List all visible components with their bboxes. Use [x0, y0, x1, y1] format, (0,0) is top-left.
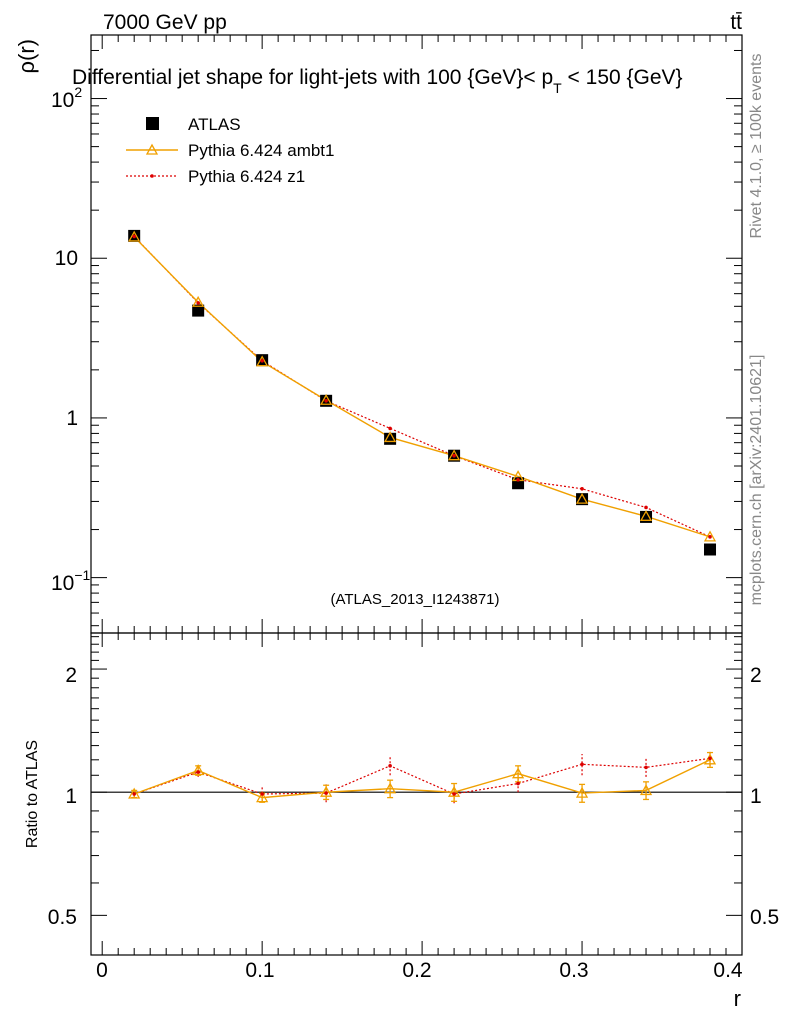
main-y-tick-labels: 102 1 10−1 10 — [51, 84, 91, 595]
y-tick-label-0.1-exp: −1 — [74, 567, 90, 583]
ambt1-ratio-point-0.18 — [384, 782, 397, 794]
ambt1-point-0.06 — [192, 295, 205, 307]
energy-label: 7000 GeV pp — [103, 11, 227, 34]
ratio-y-tick-label-1: 1 — [65, 785, 77, 808]
ratio-y-tick-label-1-right: 1 — [750, 785, 762, 808]
ratio-plot-frame — [90, 632, 743, 956]
z1-point-0.34 — [644, 505, 648, 510]
ratio-y-tick-label-0.5-right: 0.5 — [750, 906, 779, 929]
x-tick-label-0.4: 0.4 — [713, 959, 743, 982]
atlas-point-0.06 — [192, 304, 205, 317]
z1-point-0.18 — [388, 426, 392, 431]
z1-point-0.14 — [324, 399, 328, 403]
legend-ambt1-label: Pythia 6.424 ambt1 — [188, 141, 334, 160]
ambt1-series-line — [133, 236, 711, 538]
y-tick-label-0.1-base: 10 — [51, 572, 74, 595]
ambt1-ratio-point-0.30 — [575, 786, 589, 798]
ambt1-ratio-point-0.14 — [320, 785, 333, 797]
z1-point-0.30 — [580, 486, 584, 491]
title-main-part: Differential jet shape for light-jets wi… — [72, 66, 553, 89]
legend: ATLAS Pythia 6.424 ambt1 Pythia 6.424 z1 — [126, 115, 334, 186]
rivet-version-label: Rivet 4.1.0, ≥ 100k events — [748, 54, 765, 239]
ambt1-ratio-point-0.22 — [447, 785, 461, 797]
ambt1-point-0.10 — [256, 355, 269, 367]
z1-ratio-point-0.14 — [324, 791, 328, 795]
main-axis-ticks — [91, 35, 743, 633]
atlas-point-0.30 — [576, 493, 589, 506]
x-tick-label-0.3: 0.3 — [559, 959, 588, 982]
main-plot-title: Differential jet shape for light-jets wi… — [72, 66, 683, 96]
ambt1-ratio-point-0.26 — [511, 767, 525, 779]
z1-point-0.06 — [196, 301, 200, 305]
x-tick-label-0: 0 — [96, 959, 108, 982]
ambt1-ratio-point-0.02 — [128, 787, 141, 799]
atlas-point-0.38 — [704, 543, 717, 556]
main-y-axis-label: ρ(r) — [14, 39, 39, 74]
ratio-y-axis-label: Ratio to ATLAS — [24, 740, 41, 848]
x-tick-label-0.2: 0.2 — [402, 959, 431, 982]
analysis-watermark: (ATLAS_2013_I1243871) — [330, 591, 499, 608]
z1-ratio-point-0.06 — [196, 770, 200, 774]
ambt1-point-0.30 — [575, 492, 589, 504]
z1-point-0.10 — [260, 358, 264, 363]
z1-ratio-point-0.10 — [260, 792, 264, 796]
ambt1-point-0.22 — [447, 449, 461, 461]
title-end-part: < 150 {GeV} — [562, 66, 683, 89]
z1-ratio-point-0.02 — [132, 792, 136, 796]
z1-ratio-point-0.38 — [708, 756, 712, 761]
z1-ratio-point-0.26 — [516, 781, 520, 786]
ambt1-ratio-point-0.34 — [639, 784, 653, 796]
z1-ratio-point-0.30 — [580, 762, 584, 767]
z1-point-0.22 — [452, 453, 456, 458]
y-tick-label-100-exp: 2 — [74, 84, 82, 100]
x-axis-label: r — [734, 986, 741, 1011]
z1-point-0.02 — [132, 234, 136, 239]
ambt1-point-0.34 — [639, 509, 653, 521]
ambt1-ratio-point-0.38 — [703, 753, 717, 765]
legend-z1-marker — [150, 174, 154, 178]
mcplots-label: mcplots.cern.ch [arXiv:2401.10621] — [748, 355, 765, 606]
y-tick-label-0.1: 10−1 — [51, 567, 91, 595]
legend-z1-label: Pythia 6.424 z1 — [188, 167, 305, 186]
x-tick-labels: 0 0.1 0.2 0.3 0.4 — [96, 959, 743, 982]
atlas-point-0.34 — [640, 510, 653, 523]
ambt1-point-0.02 — [128, 230, 141, 242]
y-tick-label-100-base: 10 — [51, 89, 74, 112]
ratio-y-tick-label-0.5: 0.5 — [48, 906, 77, 929]
ambt1-ratio-line — [133, 759, 711, 799]
z1-point-0.38 — [708, 535, 712, 539]
z1-ratio-line — [133, 757, 711, 795]
y-tick-label-100: 102 — [51, 84, 82, 112]
legend-ambt1-marker — [145, 143, 159, 155]
ambt1-point-0.38 — [703, 530, 717, 542]
y-tick-label-1: 1 — [66, 407, 78, 430]
legend-atlas-label: ATLAS — [188, 115, 241, 134]
z1-ratio-point-0.34 — [644, 765, 648, 770]
main-plot-data — [128, 229, 717, 556]
y-tick-label-10: 10 — [55, 247, 78, 270]
x-tick-label-0.1: 0.1 — [245, 959, 274, 982]
ratio-y-tick-labels: 2 1 0.5 2 1 0.5 — [48, 664, 779, 929]
ambt1-point-0.18 — [384, 431, 397, 443]
z1-ratio-point-0.22 — [452, 792, 456, 796]
ratio-y-tick-label-2-right: 2 — [750, 664, 762, 687]
z1-ratio-point-0.18 — [388, 764, 392, 768]
ratio-plot-data — [128, 751, 717, 804]
z1-point-0.26 — [516, 477, 520, 482]
legend-atlas-marker — [146, 117, 159, 130]
ambt1-point-0.14 — [320, 393, 333, 405]
ratio-y-tick-label-2: 2 — [65, 664, 77, 687]
ambt1-ratio-point-0.10 — [256, 791, 269, 803]
title-subscript: T — [553, 80, 562, 96]
ambt1-ratio-point-0.06 — [192, 764, 205, 776]
process-label: tt̄ — [730, 11, 742, 34]
